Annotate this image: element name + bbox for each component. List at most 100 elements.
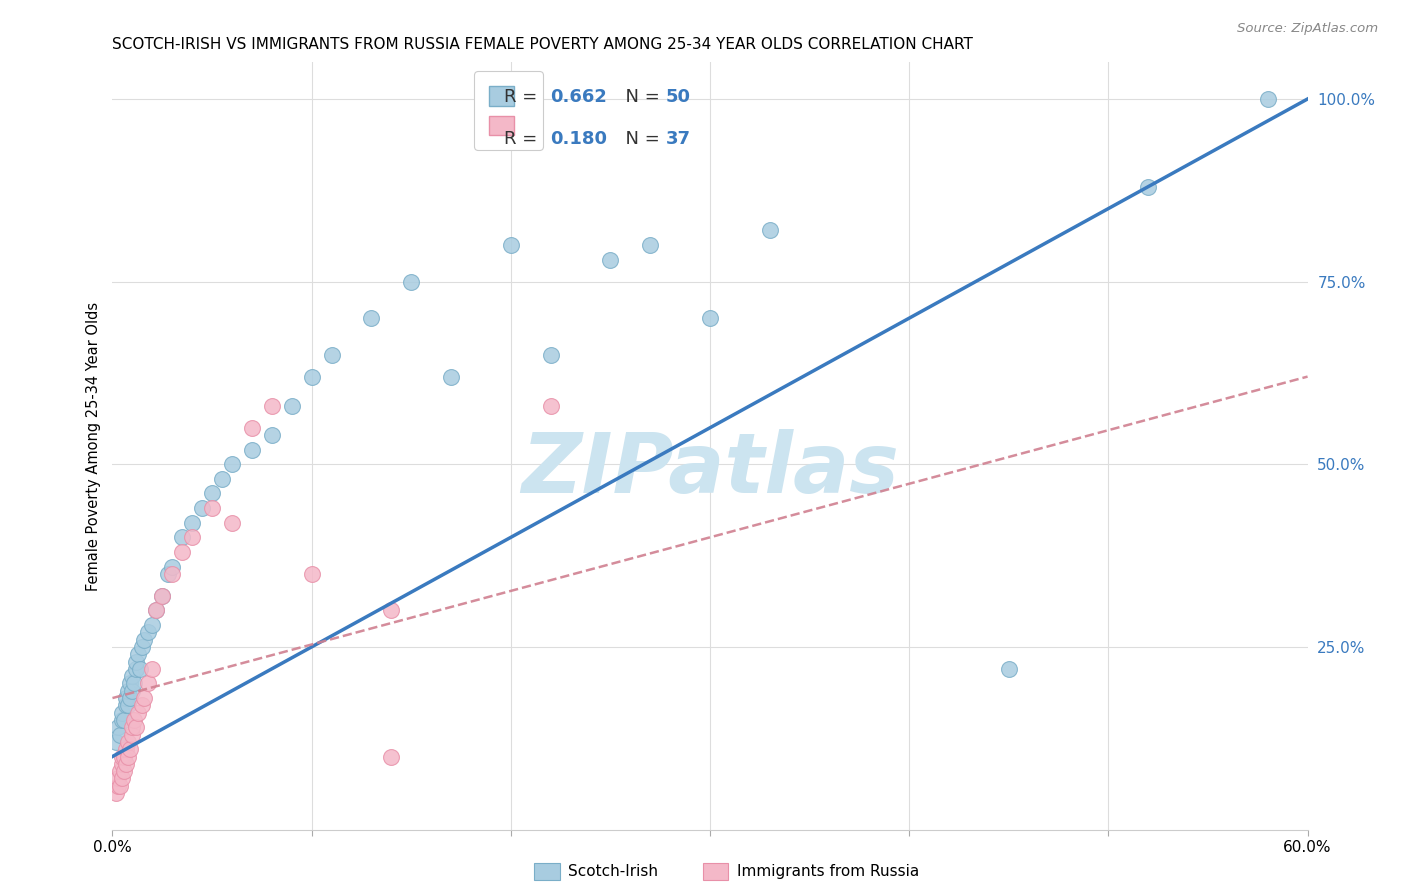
Point	[640, 238, 662, 252]
Point	[150, 589, 173, 603]
Text: 50: 50	[666, 88, 690, 106]
Text: R =: R =	[505, 88, 544, 106]
Point	[360, 311, 382, 326]
Point	[172, 545, 194, 559]
Point	[380, 749, 402, 764]
Text: N =: N =	[614, 130, 666, 148]
Point	[401, 275, 423, 289]
Point	[221, 516, 243, 530]
Point	[759, 223, 782, 237]
Point	[321, 348, 343, 362]
Text: R =: R =	[505, 130, 544, 148]
Point	[110, 779, 132, 793]
Point	[124, 713, 146, 727]
Point	[107, 720, 129, 734]
Point	[240, 421, 263, 435]
Point	[281, 399, 304, 413]
Point	[998, 662, 1021, 676]
Point	[127, 706, 149, 720]
Point	[131, 698, 153, 713]
Point	[125, 720, 148, 734]
Text: Source: ZipAtlas.com: Source: ZipAtlas.com	[1237, 22, 1378, 36]
Point	[111, 749, 134, 764]
Legend: , : ,	[474, 71, 543, 150]
Point	[141, 662, 163, 676]
Point	[134, 632, 156, 647]
Point	[125, 662, 148, 676]
Text: 0.180: 0.180	[550, 130, 607, 148]
Point	[117, 749, 139, 764]
Point	[117, 683, 139, 698]
Point	[181, 516, 204, 530]
Point	[145, 603, 167, 617]
Point	[121, 728, 143, 742]
Point	[115, 691, 138, 706]
Point	[111, 713, 134, 727]
Point	[260, 428, 283, 442]
Point	[1137, 179, 1160, 194]
Point	[105, 735, 128, 749]
Point	[499, 238, 522, 252]
Point	[1257, 92, 1279, 106]
Point	[201, 486, 224, 500]
Point	[115, 742, 138, 756]
Point	[127, 647, 149, 661]
Point	[157, 566, 180, 581]
Point	[129, 662, 152, 676]
Point	[107, 772, 129, 786]
Point	[172, 530, 194, 544]
Point	[105, 786, 128, 800]
Point	[599, 252, 621, 267]
Point	[138, 625, 160, 640]
Point	[380, 603, 402, 617]
Point	[221, 457, 243, 471]
Point	[181, 530, 204, 544]
Point	[120, 742, 142, 756]
Point	[260, 399, 283, 413]
Point	[150, 589, 173, 603]
Point	[111, 706, 134, 720]
Point	[110, 764, 132, 778]
Point	[121, 669, 143, 683]
Point	[115, 698, 138, 713]
Point	[240, 442, 263, 457]
Point	[162, 559, 183, 574]
Point	[120, 691, 142, 706]
Point	[134, 691, 156, 706]
Point	[111, 772, 134, 786]
Point	[138, 676, 160, 690]
Point	[131, 640, 153, 654]
Point	[540, 399, 562, 413]
Point	[120, 676, 142, 690]
Y-axis label: Female Poverty Among 25-34 Year Olds: Female Poverty Among 25-34 Year Olds	[86, 301, 101, 591]
Text: ZIPatlas: ZIPatlas	[522, 428, 898, 509]
Point	[191, 501, 214, 516]
Text: 37: 37	[666, 130, 690, 148]
Point	[121, 683, 143, 698]
Point	[699, 311, 721, 326]
Point	[211, 472, 233, 486]
Point	[115, 756, 138, 771]
Point	[114, 764, 135, 778]
Point	[124, 676, 146, 690]
Point	[301, 566, 323, 581]
Point	[121, 720, 143, 734]
Point	[145, 603, 167, 617]
Point	[107, 779, 129, 793]
Point	[440, 369, 463, 384]
Text: N =: N =	[614, 88, 666, 106]
Point	[301, 369, 323, 384]
Point	[125, 655, 148, 669]
Text: 0.662: 0.662	[550, 88, 607, 106]
Point	[540, 348, 562, 362]
Point	[114, 713, 135, 727]
Point	[114, 749, 135, 764]
Point	[201, 501, 224, 516]
Point	[117, 698, 139, 713]
Point	[141, 618, 163, 632]
Text: Immigrants from Russia: Immigrants from Russia	[737, 864, 920, 879]
Point	[162, 566, 183, 581]
Point	[111, 756, 134, 771]
Point	[110, 728, 132, 742]
Point	[117, 735, 139, 749]
